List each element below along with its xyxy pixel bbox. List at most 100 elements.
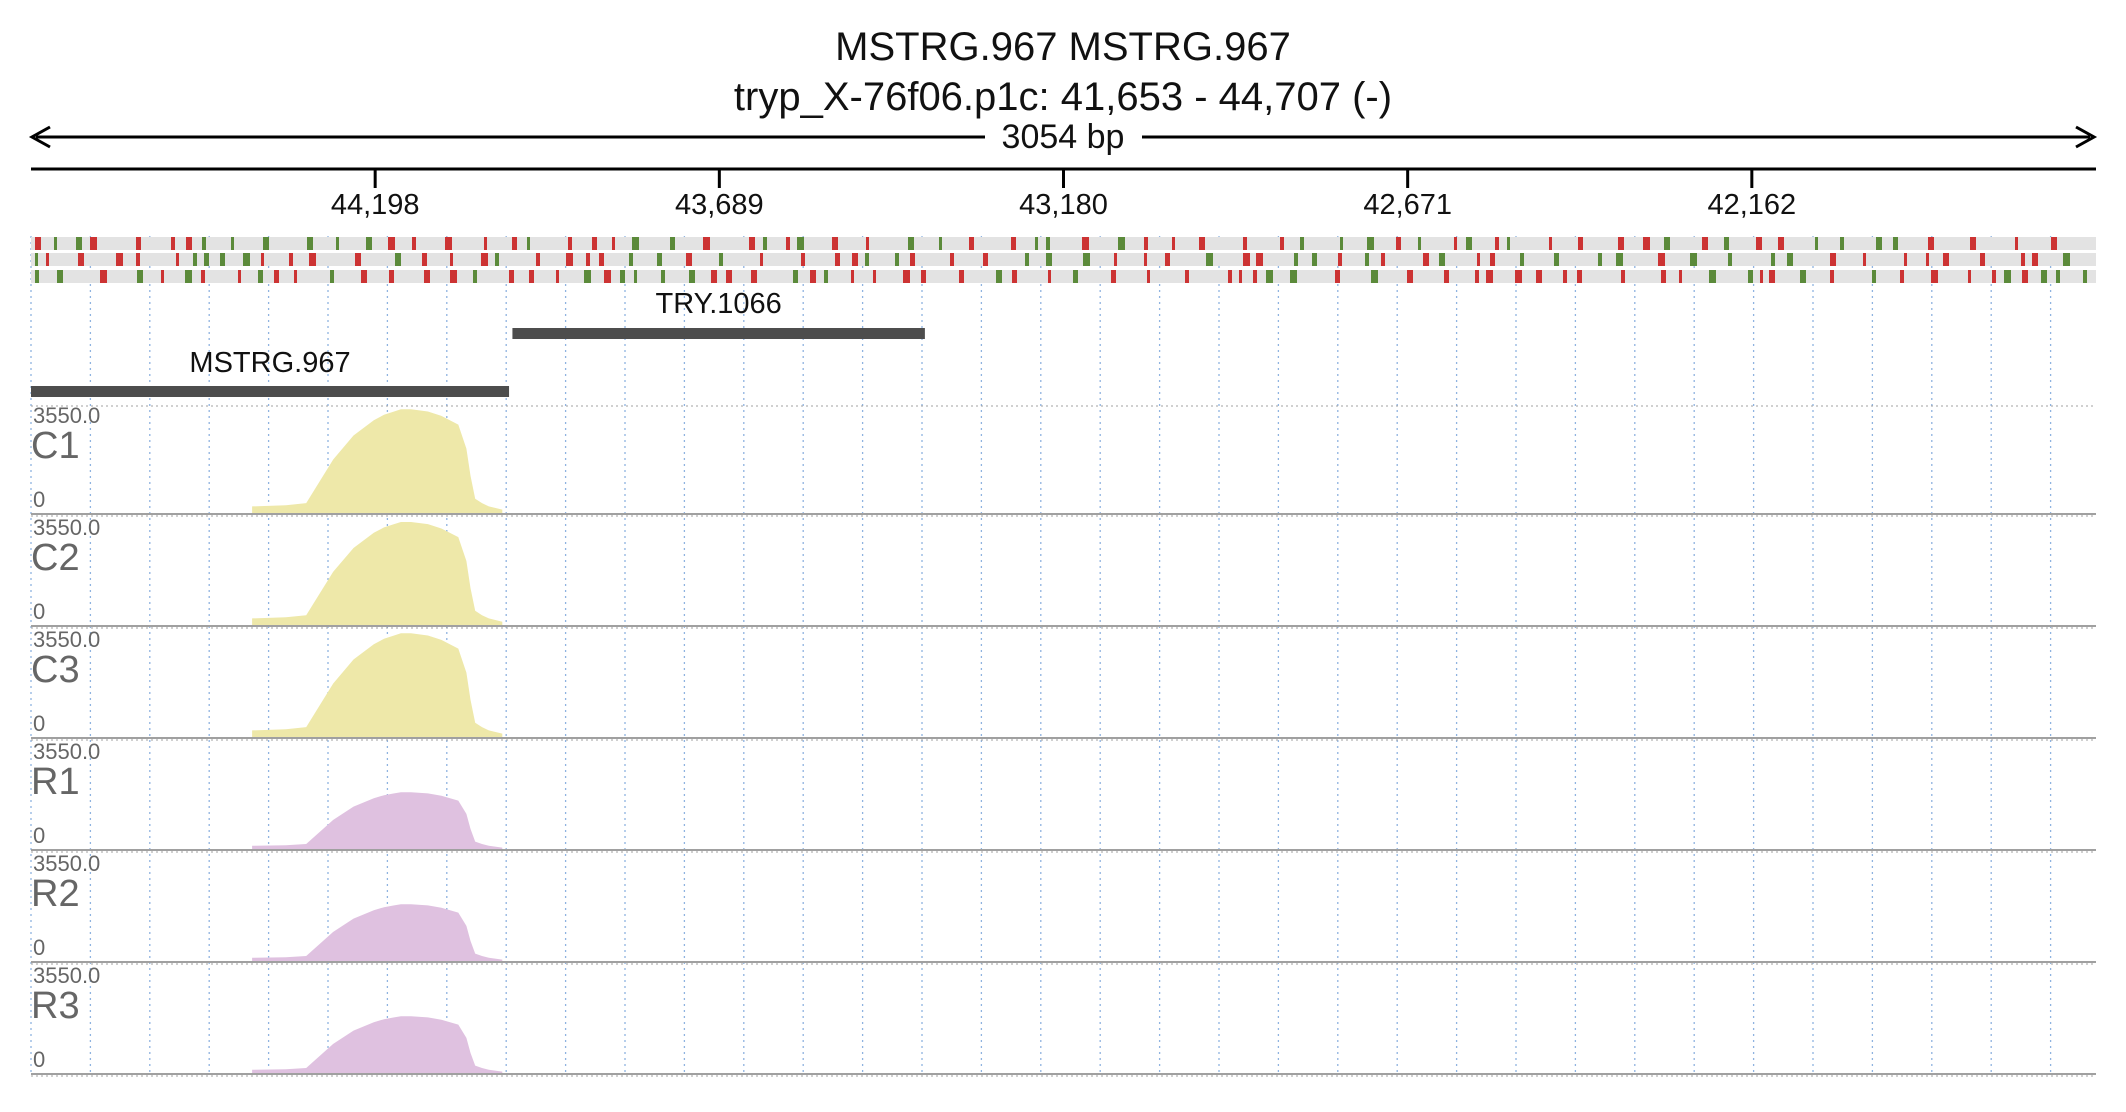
- stop-codon-mark: [412, 237, 416, 250]
- coverage-area: [252, 633, 503, 738]
- stop-codon-mark: [1199, 237, 1205, 250]
- stop-codon-mark: [1970, 237, 1976, 250]
- start-codon-mark: [1367, 237, 1374, 250]
- stop-codon-mark: [2021, 253, 2025, 266]
- start-codon-mark: [330, 270, 334, 283]
- stop-codon-mark: [1515, 270, 1522, 283]
- stop-codon-mark: [450, 270, 457, 283]
- stop-codon-mark: [1477, 253, 1480, 266]
- coverage-track-c3: [31, 633, 2096, 741]
- stop-codon-mark: [1578, 237, 1583, 250]
- start-codon-mark: [1709, 270, 1716, 283]
- stop-codon-mark: [1830, 270, 1834, 283]
- stop-codon-mark: [186, 237, 192, 250]
- stop-codon-mark: [1011, 237, 1016, 250]
- stop-codon-mark: [1992, 270, 1996, 283]
- start-codon-mark: [1872, 270, 1876, 283]
- stop-codon-mark: [703, 237, 710, 250]
- start-codon-mark: [395, 253, 401, 266]
- stop-codon-mark: [832, 237, 838, 250]
- stop-codon-mark: [749, 237, 755, 250]
- stop-codon-mark: [1338, 253, 1342, 266]
- stop-codon-mark: [1490, 253, 1495, 266]
- track-name: C1: [31, 425, 80, 467]
- stop-codon-mark: [46, 253, 49, 266]
- stop-codon-mark: [1172, 237, 1175, 250]
- stop-codon-mark: [599, 253, 604, 266]
- stop-codon-mark: [1114, 253, 1117, 266]
- stop-codon-mark: [726, 270, 732, 283]
- stop-codon-mark: [852, 253, 858, 266]
- start-codon-mark: [1724, 237, 1729, 250]
- ruler-tick-label: 43,689: [675, 189, 764, 221]
- coverage-track-r1: [31, 792, 2096, 853]
- feature-bar[interactable]: [31, 386, 510, 397]
- span-arrow-right-head: [2075, 125, 2098, 149]
- start-codon-mark: [634, 270, 637, 283]
- start-codon-mark: [1312, 253, 1317, 266]
- stop-codon-mark: [1012, 270, 1017, 283]
- start-codon-mark: [865, 253, 869, 266]
- stop-codon-mark: [2015, 237, 2018, 250]
- stop-codon-mark: [100, 270, 107, 283]
- track-min-label: 0: [33, 711, 45, 736]
- sequence-frame-2: [31, 253, 2096, 266]
- feature-bar[interactable]: [512, 328, 925, 339]
- stop-codon-mark: [910, 253, 915, 266]
- coverage-area: [252, 409, 503, 514]
- sequence-frame-background: [31, 237, 2096, 250]
- track-max-label: 3550.0: [33, 627, 100, 652]
- stop-codon-mark: [1228, 270, 1232, 283]
- stop-codon-mark: [509, 270, 514, 283]
- stop-codon-mark: [1243, 237, 1247, 250]
- stop-codon-mark: [201, 270, 205, 283]
- stop-codon-mark: [1407, 270, 1413, 283]
- start-codon-mark: [670, 237, 675, 250]
- start-codon-mark: [1365, 253, 1369, 266]
- stop-codon-mark: [760, 253, 763, 266]
- start-codon-mark: [895, 253, 899, 266]
- start-codon-mark: [908, 237, 914, 250]
- stop-codon-mark: [1863, 253, 1866, 266]
- start-codon-mark: [793, 270, 798, 283]
- stop-codon-mark: [512, 237, 517, 250]
- stop-codon-mark: [90, 237, 97, 250]
- track-min-label: 0: [33, 599, 45, 624]
- start-codon-mark: [366, 237, 372, 250]
- stop-codon-mark: [851, 270, 854, 283]
- coverage-track-c1: [31, 409, 2096, 517]
- start-codon-mark: [1840, 237, 1844, 250]
- stop-codon-mark: [294, 270, 297, 283]
- start-codon-mark: [1073, 270, 1078, 283]
- stop-codon-mark: [1475, 270, 1479, 283]
- track-max-label: 3550.0: [33, 739, 100, 764]
- stop-codon-mark: [78, 253, 84, 266]
- start-codon-mark: [185, 270, 192, 283]
- start-codon-mark: [1083, 253, 1090, 266]
- stop-codon-mark: [835, 253, 840, 266]
- stop-codon-mark: [1243, 253, 1250, 266]
- start-codon-mark: [689, 270, 695, 283]
- start-codon-mark: [1046, 237, 1050, 250]
- span-arrow-left-head: [28, 125, 51, 149]
- grid-lines: [30, 236, 2052, 1075]
- stop-codon-mark: [1900, 270, 1904, 283]
- stop-codon-mark: [1928, 237, 1934, 250]
- stop-codon-mark: [136, 237, 141, 250]
- stop-codon-mark: [810, 270, 816, 283]
- stop-codon-mark: [261, 253, 264, 266]
- stop-codon-mark: [969, 237, 974, 250]
- stop-codon-mark: [801, 253, 805, 266]
- stop-codon-mark: [1253, 270, 1257, 283]
- start-codon-mark: [336, 237, 339, 250]
- ruler-tick-label: 42,671: [1363, 189, 1452, 221]
- start-codon-mark: [1418, 237, 1421, 250]
- start-codon-mark: [1787, 253, 1793, 266]
- start-codon-mark: [1046, 253, 1052, 266]
- stop-codon-mark: [161, 270, 164, 283]
- start-codon-mark: [1800, 270, 1806, 283]
- stop-codon-mark: [786, 237, 790, 250]
- start-codon-mark: [35, 253, 38, 266]
- coverage-area: [252, 1016, 503, 1074]
- track-name: C3: [31, 649, 80, 691]
